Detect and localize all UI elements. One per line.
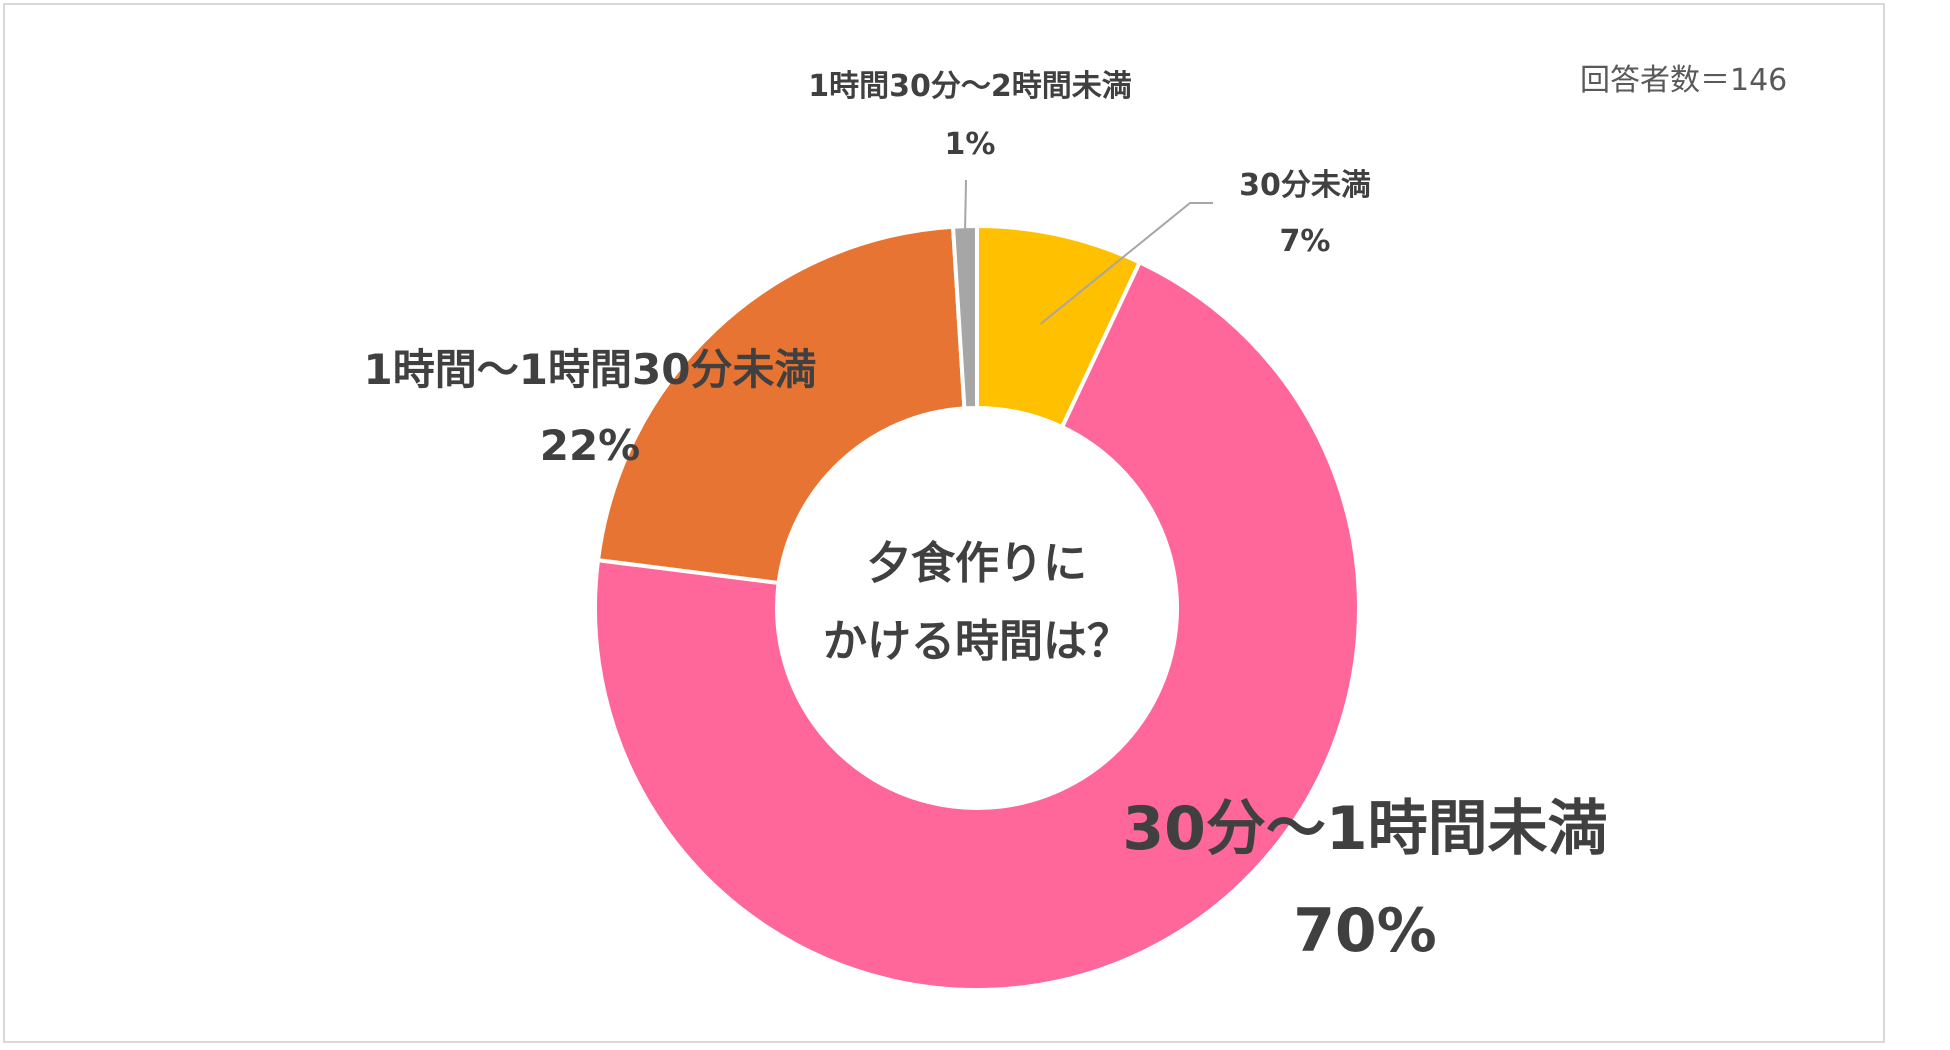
leader-line-1h30-2h <box>964 179 967 229</box>
slice-label-under-30min: 30分未満 7% <box>1195 158 1415 270</box>
slice-label-text: 1時間～1時間30分未満 <box>363 345 817 394</box>
slice-value-label: 22% <box>539 421 641 470</box>
slice-label-text: 1時間30分～2時間未満 <box>808 69 1132 104</box>
donut-slice-2 <box>595 224 967 586</box>
center-label-line-1: 夕食作りに <box>867 538 1087 589</box>
respondents-count: 回答者数＝146 <box>1580 63 1788 98</box>
slice-value-label: 70% <box>1293 896 1437 966</box>
slice-label-1h-1h30: 1時間～1時間30分未満 22% <box>300 332 880 484</box>
chart-frame <box>3 3 1885 1043</box>
donut-slice-1 <box>593 259 1361 992</box>
leader-line-under-30min <box>1039 202 1213 325</box>
center-label-line-2: かける時間は？ <box>823 616 1131 667</box>
slice-label-1h30-2h: 1時間30分～2時間未満 1% <box>750 58 1190 174</box>
donut-center-label: 夕食作りに かける時間は？ <box>762 525 1192 681</box>
slice-value-label: 7% <box>1279 224 1331 259</box>
slice-label-text: 30分～1時間未満 <box>1122 794 1608 864</box>
slice-value-label: 1% <box>944 127 996 162</box>
slice-label-text: 30分未満 <box>1239 168 1371 203</box>
slice-label-30min-1h: 30分～1時間未満 70% <box>1085 778 1645 982</box>
donut-slice-3 <box>950 223 979 411</box>
